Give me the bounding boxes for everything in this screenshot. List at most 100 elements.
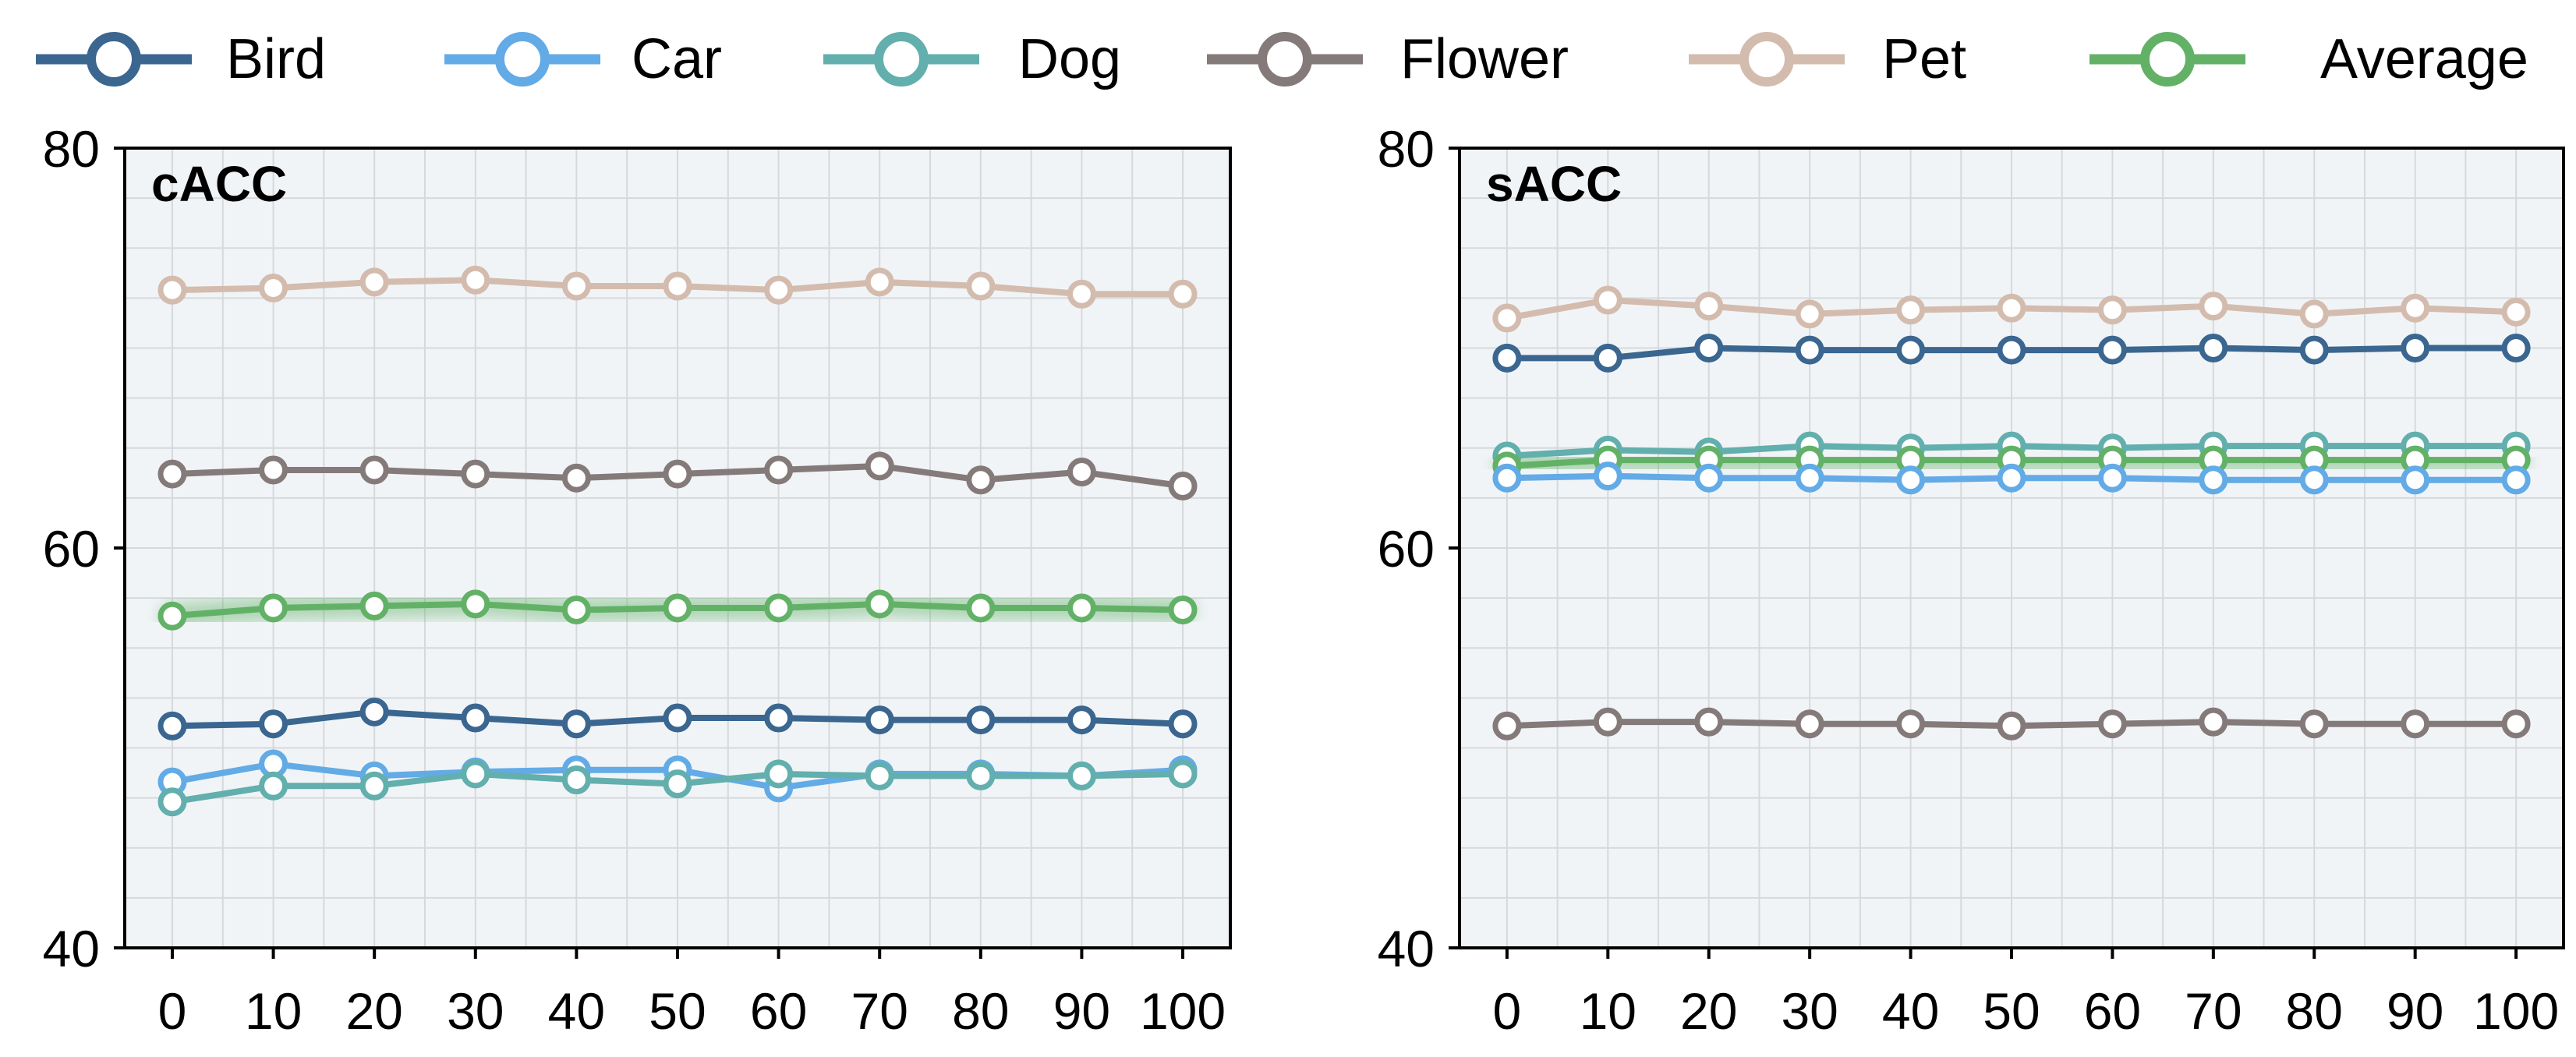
x-tick-label: 70	[851, 982, 908, 1040]
data-point	[764, 703, 794, 733]
y-tick-label: 60	[43, 520, 100, 578]
y-tick-label: 80	[43, 120, 100, 178]
data-point	[1694, 292, 1724, 321]
data-point	[1168, 759, 1198, 789]
series-average	[157, 589, 1198, 631]
x-tick-label: 20	[345, 982, 402, 1040]
data-point	[1593, 285, 1622, 315]
data-point	[1795, 335, 1824, 365]
data-point	[1997, 463, 2026, 493]
data-point	[865, 267, 894, 297]
data-point	[966, 465, 996, 495]
data-point	[2299, 709, 2329, 739]
y-tick-label: 80	[1378, 120, 1435, 178]
x-tick-label: 100	[2473, 982, 2559, 1040]
data-point	[1694, 707, 1724, 737]
x-tick-label: 80	[952, 982, 1009, 1040]
data-point	[1168, 279, 1198, 309]
y-tick-label: 40	[1378, 920, 1435, 977]
data-point	[764, 455, 794, 485]
series-bird	[157, 697, 1198, 741]
data-point	[1997, 711, 2026, 741]
series-flower	[157, 451, 1198, 500]
data-point	[1168, 471, 1198, 500]
data-point	[966, 761, 996, 790]
data-point	[359, 697, 389, 726]
data-point	[1896, 335, 1926, 365]
series-bird	[1492, 334, 2531, 373]
panel-sacc: 40 60 80 0 10 20 30 40 50 60 70 80 90 100 sACC	[1378, 120, 2565, 1040]
data-point	[2097, 709, 2127, 739]
data-point	[2501, 465, 2531, 495]
data-point	[2097, 295, 2127, 325]
x-tick-label: 10	[245, 982, 302, 1040]
legend-marker-icon	[1258, 32, 1312, 87]
data-point	[2097, 335, 2127, 365]
data-point	[2501, 334, 2531, 362]
data-point	[157, 787, 187, 817]
data-point	[2501, 709, 2531, 739]
data-point	[865, 761, 894, 790]
data-point	[561, 596, 591, 625]
legend-item-average: Average	[2072, 28, 2528, 90]
data-point	[966, 593, 996, 623]
data-point	[1997, 335, 2026, 365]
data-point	[359, 591, 389, 620]
x-tick-label: 70	[2185, 982, 2242, 1040]
data-point	[1593, 343, 1622, 373]
legend-marker-icon	[874, 32, 929, 87]
data-point	[1168, 709, 1198, 739]
data-point	[1593, 707, 1622, 737]
data-point	[1795, 463, 1824, 493]
data-point	[1694, 463, 1724, 493]
x-tick-label: 30	[1781, 982, 1838, 1040]
legend-item-flower: Flower	[1207, 28, 1569, 90]
data-point	[359, 771, 389, 801]
data-point	[157, 275, 187, 305]
data-point	[764, 275, 794, 305]
data-point	[1492, 463, 1522, 493]
panel-title: sACC	[1486, 156, 1622, 212]
data-point	[2199, 334, 2228, 362]
data-point	[1593, 461, 1622, 491]
x-tick-label: 40	[1882, 982, 1939, 1040]
data-point	[1067, 761, 1096, 790]
legend-item-dog: Dog	[823, 28, 1121, 90]
data-point	[259, 593, 288, 623]
data-point	[663, 703, 692, 733]
legend-item-pet: Pet	[1689, 28, 1966, 90]
legend-label: Dog	[1018, 28, 1121, 90]
x-tick-label: 100	[1140, 982, 1226, 1040]
data-point	[461, 459, 490, 489]
data-point	[1067, 705, 1096, 735]
data-point	[1694, 334, 1724, 362]
data-point	[359, 267, 389, 297]
data-point	[1795, 709, 1824, 739]
data-point	[1067, 279, 1096, 309]
series-flower	[1492, 707, 2531, 741]
x-tick-label: 60	[2084, 982, 2141, 1040]
data-point	[1492, 711, 1522, 741]
data-point	[865, 451, 894, 481]
data-point	[1492, 303, 1522, 333]
panel-title: cACC	[151, 156, 287, 212]
x-tick-label: 90	[1053, 982, 1110, 1040]
data-point	[2401, 465, 2430, 495]
x-tick-label: 90	[2387, 982, 2443, 1040]
y-tick-label: 40	[43, 920, 100, 977]
data-point	[461, 589, 490, 619]
data-point	[663, 271, 692, 301]
data-point	[2199, 707, 2228, 737]
legend-marker-icon	[87, 32, 141, 87]
series-dog	[157, 759, 1198, 817]
data-point	[865, 589, 894, 619]
series-pet	[1492, 285, 2531, 333]
y-tick-label: 60	[1378, 520, 1435, 578]
legend-marker-icon	[495, 32, 550, 87]
series-pet	[157, 265, 1198, 309]
legend-label: Pet	[1882, 28, 1966, 90]
data-point	[663, 459, 692, 489]
data-point	[764, 593, 794, 623]
data-point	[2097, 463, 2127, 493]
data-point	[259, 709, 288, 739]
